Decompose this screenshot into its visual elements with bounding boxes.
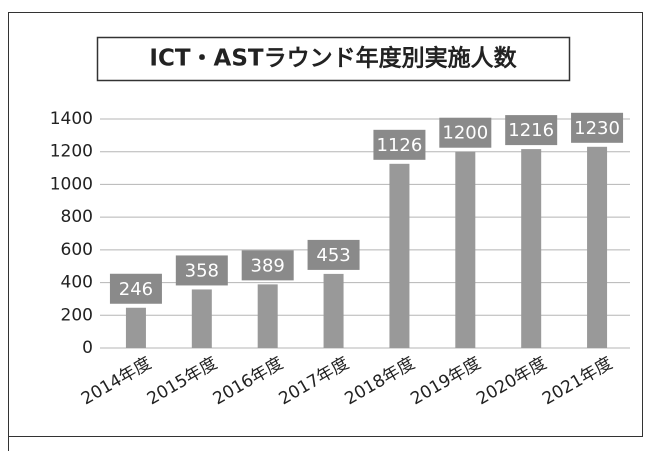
value-label: 389 [251,255,285,276]
title-box [96,36,571,82]
value-label-box [439,117,492,148]
value-label: 358 [185,260,219,281]
value-label: 246 [119,279,153,300]
value-label-box [109,273,162,304]
value-label: 1216 [508,120,554,141]
value-label-box [175,255,228,286]
bar [587,146,608,348]
y-tick-label: 1200 [50,142,93,162]
y-tick-label: 800 [61,207,93,227]
y-tick-label: 400 [61,273,93,293]
value-label: 453 [316,245,350,266]
bar [257,284,278,348]
bar [125,307,146,348]
value-label: 1200 [442,123,488,144]
bar [323,273,344,348]
value-label: 1126 [377,135,423,156]
y-tick-label: 1400 [50,109,93,129]
bar [455,151,476,348]
y-tick-label: 0 [82,338,93,358]
value-label-box [505,115,558,146]
y-tick-label: 1000 [50,174,93,194]
chart-title: ICT・ASTラウンド年度別実施人数 [149,45,517,72]
bar [521,149,542,348]
bar [389,163,410,348]
y-tick-label: 200 [61,305,93,325]
bar [191,289,212,348]
y-tick-label: 600 [61,240,93,260]
value-label: 1230 [574,118,620,139]
value-label-box [373,129,426,160]
value-label-box [307,239,360,270]
value-label-box [241,250,294,281]
value-label-box [571,112,624,143]
